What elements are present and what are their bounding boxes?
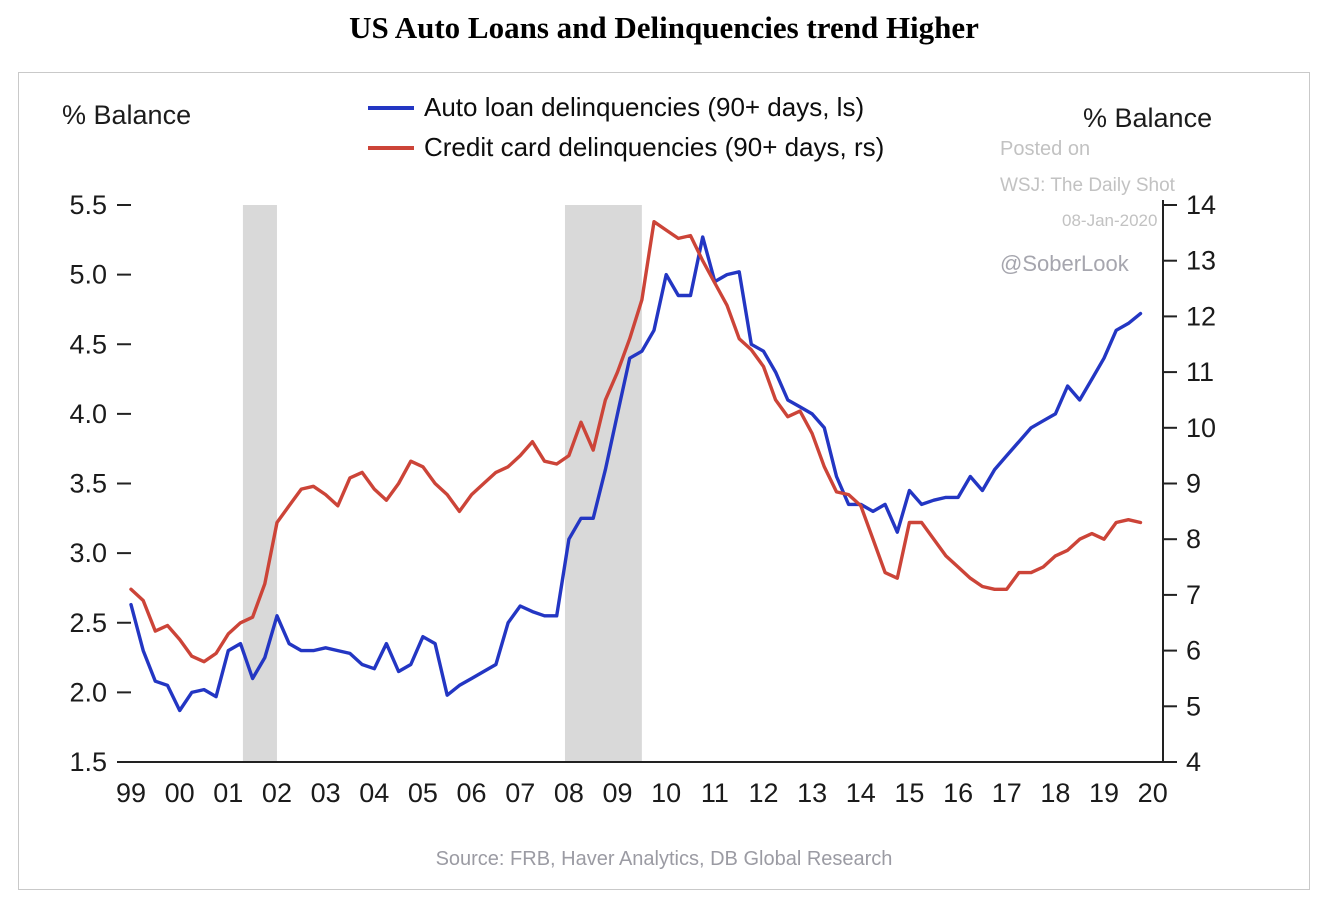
left-axis-tick-label: 4.0	[69, 399, 107, 429]
legend-line-swatch-red	[368, 145, 414, 150]
x-axis-tick-label: 19	[1089, 778, 1119, 808]
right-axis-tick-label: 8	[1186, 524, 1201, 554]
source-note: Source: FRB, Haver Analytics, DB Global …	[435, 848, 893, 870]
chart-title: US Auto Loans and Delinquencies trend Hi…	[349, 10, 979, 45]
x-axis-tick-label: 17	[992, 778, 1022, 808]
legend-item-credit-cards: Credit card delinquencies (90+ days, rs)	[368, 132, 884, 163]
left-axis-tick-label: 4.5	[69, 329, 107, 359]
legend-item-auto-loans: Auto loan delinquencies (90+ days, ls)	[368, 92, 884, 123]
legend-line-swatch-blue	[368, 105, 414, 110]
x-axis-tick-label: 12	[748, 778, 778, 808]
x-axis-tick-label: 00	[165, 778, 195, 808]
legend-label-auto-loans: Auto loan delinquencies (90+ days, ls)	[424, 92, 865, 122]
legend: Auto loan delinquencies (90+ days, ls) C…	[368, 92, 884, 163]
x-axis-tick-label: 09	[603, 778, 633, 808]
x-axis-tick-label: 13	[797, 778, 827, 808]
x-axis-tick-label: 01	[213, 778, 243, 808]
right-axis-tick-label: 13	[1186, 246, 1216, 276]
x-axis-tick-label: 04	[359, 778, 389, 808]
x-axis-tick-label: 99	[116, 778, 146, 808]
x-axis-tick-label: 14	[846, 778, 876, 808]
right-axis-tick-label: 12	[1186, 301, 1216, 331]
watermark-soberlook-handle: @SoberLook	[1000, 251, 1129, 276]
left-axis-tick-label: 1.5	[69, 747, 107, 777]
legend-label-credit-cards: Credit card delinquencies (90+ days, rs)	[424, 132, 885, 162]
left-axis-tick-label: 3.5	[69, 469, 107, 499]
x-axis-tick-label: 02	[262, 778, 292, 808]
x-axis-tick-label: 05	[408, 778, 438, 808]
x-axis-tick-label: 11	[701, 778, 729, 808]
x-axis-tick-label: 20	[1138, 778, 1168, 808]
auto-loan-delinquencies-line	[129, 235, 1143, 713]
left-axis-tick-label: 3.0	[69, 538, 107, 568]
right-axis-tick-label: 4	[1186, 747, 1201, 777]
watermark-wsj-daily-shot: WSJ: The Daily Shot	[1000, 175, 1175, 196]
x-axis-tick-label: 07	[505, 778, 535, 808]
x-axis-tick-label: 03	[311, 778, 341, 808]
x-axis-tick-label: 06	[457, 778, 487, 808]
right-axis-tick-label: 7	[1186, 580, 1201, 610]
right-axis-tick-label: 5	[1186, 691, 1201, 721]
x-axis-tick-label: 10	[651, 778, 681, 808]
credit-card-delinquencies-line	[129, 219, 1143, 664]
left-axis-tick-label: 2.5	[69, 608, 107, 638]
x-axis-tick-label: 18	[1040, 778, 1070, 808]
right-axis-tick-label: 10	[1186, 413, 1216, 443]
x-axis-tick-label: 08	[554, 778, 584, 808]
left-axis-tick-label: 5.5	[69, 190, 107, 220]
left-axis-title: % Balance	[62, 100, 192, 130]
recession-band	[242, 205, 277, 762]
watermark-date: 08-Jan-2020	[1062, 211, 1158, 230]
right-axis-tick-label: 11	[1186, 357, 1214, 387]
right-axis-title: % Balance	[1083, 103, 1213, 133]
right-axis-tick-label: 9	[1186, 469, 1201, 499]
x-axis-tick-label: 16	[943, 778, 973, 808]
watermark-posted-on: Posted on	[1000, 138, 1091, 160]
left-axis-tick-label: 5.0	[69, 260, 107, 290]
x-axis-tick-label: 15	[894, 778, 924, 808]
chart-frame	[18, 72, 1310, 890]
right-axis-tick-label: 14	[1186, 190, 1216, 220]
watermark: Posted on WSJ: The Daily Shot 08-Jan-202…	[1000, 138, 1175, 277]
right-axis-tick-label: 6	[1186, 636, 1201, 666]
left-axis-tick-label: 2.0	[69, 677, 107, 707]
